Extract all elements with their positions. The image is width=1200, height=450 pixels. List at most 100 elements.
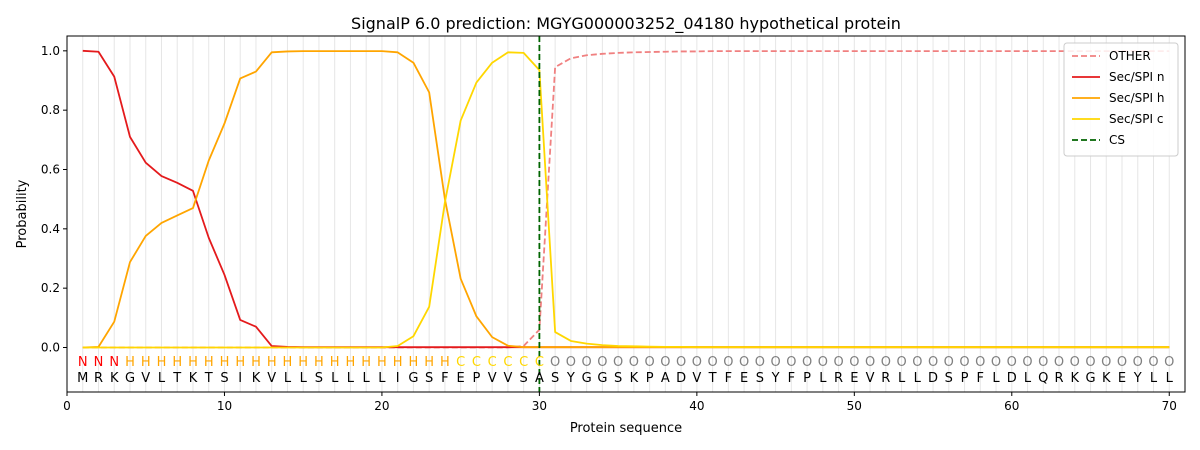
region-label: O	[928, 355, 938, 370]
residue-label: Y	[771, 371, 780, 386]
residue-label: G	[582, 371, 592, 386]
residue-label: S	[756, 371, 764, 386]
region-label: C	[535, 355, 544, 370]
region-label: H	[409, 355, 419, 370]
residue-label: L	[1166, 371, 1174, 386]
residue-label: A	[535, 371, 544, 386]
residue-label: S	[425, 371, 433, 386]
region-label: O	[613, 355, 623, 370]
residue-label: V	[692, 371, 701, 386]
region-label: O	[707, 355, 717, 370]
region-label: C	[519, 355, 528, 370]
residue-label: T	[708, 371, 717, 386]
residue-label: S	[315, 371, 323, 386]
series-line-sec-spi-h	[82, 50, 1170, 349]
x-tick-label: 0	[63, 399, 71, 413]
region-label: O	[896, 355, 906, 370]
legend-box	[1063, 42, 1179, 157]
residue-label: K	[630, 371, 639, 386]
region-label: O	[849, 355, 859, 370]
residue-label: Y	[1133, 371, 1142, 386]
y-axis-label: Probability	[15, 179, 30, 248]
region-label: O	[802, 355, 812, 370]
residue-label: S	[220, 371, 228, 386]
series-line-sec-spi-c	[82, 51, 1170, 349]
residue-label: S	[551, 371, 559, 386]
region-label: H	[172, 355, 182, 370]
residue-label: V	[866, 371, 875, 386]
region-label: H	[346, 355, 356, 370]
region-label: H	[424, 355, 434, 370]
legend-label: Sec/SPI h	[1109, 91, 1164, 105]
region-label: O	[975, 355, 985, 370]
region-label: O	[1101, 355, 1111, 370]
region-label: H	[188, 355, 198, 370]
residue-label: D	[1007, 371, 1017, 386]
region-label: H	[377, 355, 387, 370]
plot-frame	[66, 35, 1186, 393]
residue-label: L	[914, 371, 922, 386]
x-tick-label: 10	[217, 399, 232, 413]
residue-label: F	[441, 371, 448, 386]
residue-label: E	[740, 371, 748, 386]
region-label: O	[566, 355, 576, 370]
region-label: H	[393, 355, 403, 370]
legend: OTHER Sec/SPI n Sec/SPI h Sec/SPI c CS	[1063, 42, 1179, 157]
region-label: O	[1054, 355, 1064, 370]
residue-label: L	[1150, 371, 1158, 386]
residue-label: I	[238, 371, 242, 386]
region-label: O	[1085, 355, 1095, 370]
residue-label: A	[661, 371, 670, 386]
residue-label: V	[141, 371, 150, 386]
region-label: O	[550, 355, 560, 370]
region-label: N	[78, 355, 88, 370]
residue-label: S	[520, 371, 528, 386]
residue-label: Q	[1038, 371, 1048, 386]
region-label: O	[1070, 355, 1080, 370]
residue-label: D	[676, 371, 686, 386]
region-label: H	[204, 355, 214, 370]
region-label: O	[676, 355, 686, 370]
region-label: O	[660, 355, 670, 370]
residue-label: R	[1055, 371, 1064, 386]
region-label: O	[582, 355, 592, 370]
region-label: H	[220, 355, 230, 370]
residue-label: L	[300, 371, 308, 386]
residue-label: L	[898, 371, 906, 386]
region-label: H	[157, 355, 167, 370]
residue-label: L	[284, 371, 292, 386]
region-label: H	[235, 355, 245, 370]
residue-label: L	[158, 371, 166, 386]
region-label: O	[755, 355, 765, 370]
region-label: O	[723, 355, 733, 370]
residue-label: P	[803, 371, 811, 386]
series-line-sec-spi-n	[82, 49, 1170, 349]
region-label: O	[865, 355, 875, 370]
residue-label: R	[834, 371, 843, 386]
y-tick-label: 0.6	[41, 163, 60, 177]
residue-label: T	[204, 371, 213, 386]
residue-label: R	[881, 371, 890, 386]
x-tick-label: 60	[1004, 399, 1019, 413]
region-label: O	[1133, 355, 1143, 370]
region-label: H	[330, 355, 340, 370]
x-tick-label: 40	[689, 399, 704, 413]
residue-label: I	[396, 371, 400, 386]
region-label: O	[692, 355, 702, 370]
residue-label: F	[977, 371, 984, 386]
residue-label: V	[488, 371, 497, 386]
residue-label: L	[347, 371, 355, 386]
residue-label: P	[646, 371, 654, 386]
residue-label: M	[77, 371, 88, 386]
x-tick-label: 30	[532, 399, 547, 413]
residue-label: L	[819, 371, 827, 386]
region-label: N	[109, 355, 119, 370]
residue-label: Y	[566, 371, 575, 386]
residue-label: K	[110, 371, 119, 386]
series-line-other	[82, 50, 1170, 349]
x-tick-label: 20	[374, 399, 389, 413]
residue-label: G	[597, 371, 607, 386]
region-label: O	[1148, 355, 1158, 370]
region-label: H	[298, 355, 308, 370]
